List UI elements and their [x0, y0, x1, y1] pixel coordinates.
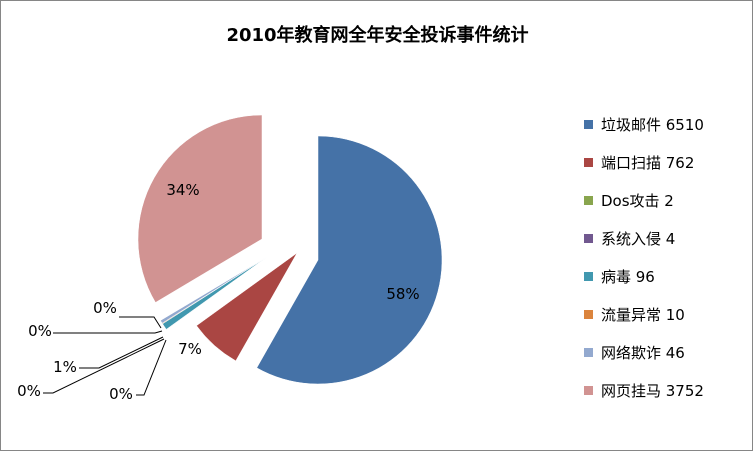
percent-label: 0% — [93, 299, 117, 317]
legend-label: Dos攻击 2 — [601, 191, 674, 210]
leader-line — [119, 316, 162, 329]
legend-label: 垃圾邮件 6510 — [601, 115, 704, 134]
legend-label: 病毒 96 — [601, 267, 655, 286]
percent-label: 0% — [17, 382, 41, 400]
legend-swatch — [584, 233, 593, 243]
leader-line — [43, 338, 165, 394]
legend-item: 病毒 96 — [584, 257, 749, 295]
percent-label: 7% — [178, 340, 202, 358]
legend-label: 网页挂马 3752 — [601, 381, 704, 400]
percent-label: 0% — [109, 385, 133, 403]
legend-label: 网络欺诈 46 — [601, 343, 685, 362]
legend-label: 系统入侵 4 — [601, 229, 676, 248]
leader-line — [53, 330, 163, 334]
legend-swatch — [584, 385, 593, 395]
legend-swatch — [584, 157, 593, 167]
legend-item: 端口扫描 762 — [584, 143, 749, 181]
legend-swatch — [584, 309, 593, 319]
legend-item: 系统入侵 4 — [584, 219, 749, 257]
leader-line — [79, 336, 164, 369]
legend-item: 网络欺诈 46 — [584, 333, 749, 371]
legend-item: 网页挂马 3752 — [584, 371, 749, 409]
legend-label: 流量异常 10 — [601, 305, 685, 324]
legend-item: Dos攻击 2 — [584, 181, 749, 219]
legend-item: 流量异常 10 — [584, 295, 749, 333]
legend-swatch — [584, 195, 593, 205]
pie-slice — [256, 135, 443, 385]
legend-item: 垃圾邮件 6510 — [584, 105, 749, 143]
percent-label: 0% — [28, 322, 52, 340]
legend: 垃圾邮件 6510 端口扫描 762 Dos攻击 2 系统入侵 4 病毒 96 流量异常 … — [584, 105, 749, 409]
leader-line — [136, 339, 167, 396]
percent-label: 58% — [386, 285, 419, 303]
legend-swatch — [584, 347, 593, 357]
pie-slice — [196, 252, 298, 362]
legend-label: 端口扫描 762 — [601, 153, 695, 172]
percent-label: 1% — [53, 358, 77, 376]
pie-slice — [160, 256, 268, 324]
legend-swatch — [584, 119, 593, 129]
legend-swatch — [584, 271, 593, 281]
percent-label: 34% — [166, 181, 199, 199]
chart-title: 2010年教育网全年安全投诉事件统计 — [226, 25, 529, 46]
pie-slice — [137, 114, 263, 303]
